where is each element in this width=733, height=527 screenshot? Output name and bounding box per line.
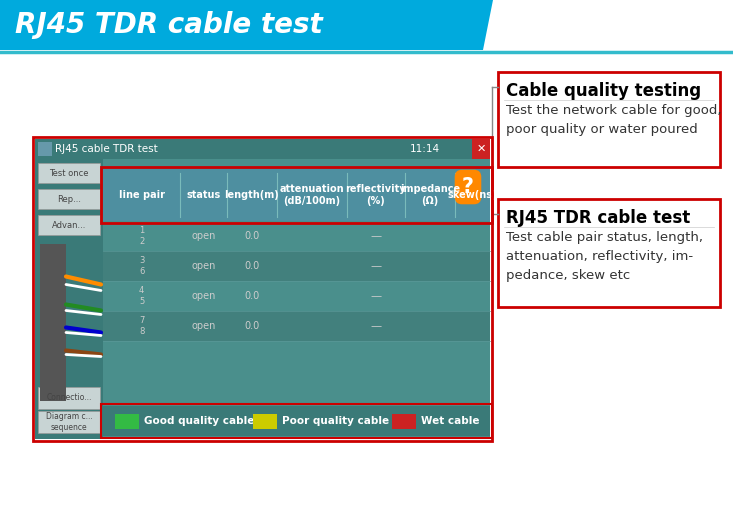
Bar (38, 189, 100, 209)
Text: 0.0: 0.0 (244, 231, 259, 241)
Text: Connectio...: Connectio... (46, 394, 92, 403)
Text: line pair: line pair (119, 190, 165, 200)
Bar (103, 311, 490, 341)
Text: attenuation
(dB/100m): attenuation (dB/100m) (280, 184, 345, 206)
Text: ?: ? (462, 177, 474, 197)
Text: 4
5: 4 5 (139, 286, 144, 306)
Text: status: status (186, 190, 221, 200)
Text: impedance
(Ω): impedance (Ω) (400, 184, 460, 206)
Text: 7
8: 7 8 (139, 316, 144, 336)
Text: Test once: Test once (49, 169, 89, 178)
Text: —: — (370, 231, 381, 241)
Text: ✕: ✕ (476, 144, 486, 154)
Bar (40, 244, 66, 401)
Text: Cable quality testing: Cable quality testing (506, 82, 701, 100)
Bar (38, 411, 100, 433)
Bar (103, 169, 490, 221)
Text: skew(ns): skew(ns) (448, 190, 497, 200)
Bar (498, 199, 720, 307)
Text: open: open (191, 231, 216, 241)
Text: length(m): length(m) (224, 190, 279, 200)
Text: Good quality cable: Good quality cable (144, 416, 254, 426)
Bar (35, 139, 490, 439)
Bar (35, 139, 490, 159)
Bar (38, 163, 100, 183)
Bar (498, 72, 720, 167)
Text: Advan...: Advan... (52, 220, 86, 229)
Bar (33, 137, 492, 441)
Text: 1
2: 1 2 (139, 226, 144, 246)
Bar (101, 404, 492, 438)
Bar (0, 0, 490, 50)
Bar (472, 139, 490, 159)
Text: 3
6: 3 6 (139, 256, 144, 276)
Bar (103, 406, 490, 436)
Text: RJ45 cable TDR test: RJ45 cable TDR test (55, 144, 158, 154)
Bar (103, 251, 490, 281)
Text: open: open (191, 291, 216, 301)
Text: 0.0: 0.0 (244, 261, 259, 271)
Text: reflectivity
(%): reflectivity (%) (345, 184, 406, 206)
Text: 11:14: 11:14 (410, 144, 440, 154)
Bar (101, 167, 492, 223)
Text: Poor quality cable: Poor quality cable (282, 416, 389, 426)
Text: Rep...: Rep... (57, 194, 81, 203)
Text: Wet cable: Wet cable (421, 416, 479, 426)
Text: RJ45 TDR cable test: RJ45 TDR cable test (506, 209, 690, 227)
Bar (115, 414, 139, 428)
Text: open: open (191, 321, 216, 331)
Bar (38, 387, 100, 409)
Text: —: — (370, 261, 381, 271)
Text: RJ45 TDR cable test: RJ45 TDR cable test (15, 11, 323, 39)
Text: Diagram c...
sequence: Diagram c... sequence (45, 412, 92, 432)
Bar (254, 414, 277, 428)
Polygon shape (490, 0, 510, 50)
Text: —: — (370, 291, 381, 301)
Text: —: — (370, 321, 381, 331)
Text: 0.0: 0.0 (244, 321, 259, 331)
Bar (103, 281, 490, 311)
Bar (38, 142, 52, 156)
Bar (103, 221, 490, 251)
Bar (38, 215, 100, 235)
Text: Test the network cable for good,
poor quality or water poured: Test the network cable for good, poor qu… (506, 104, 721, 136)
Text: 0.0: 0.0 (244, 291, 259, 301)
Bar (392, 414, 416, 428)
Text: Test cable pair status, length,
attenuation, reflectivity, im-
pedance, skew etc: Test cable pair status, length, attenuat… (506, 231, 703, 282)
Bar (35, 159, 103, 439)
Text: open: open (191, 261, 216, 271)
Polygon shape (483, 0, 513, 50)
